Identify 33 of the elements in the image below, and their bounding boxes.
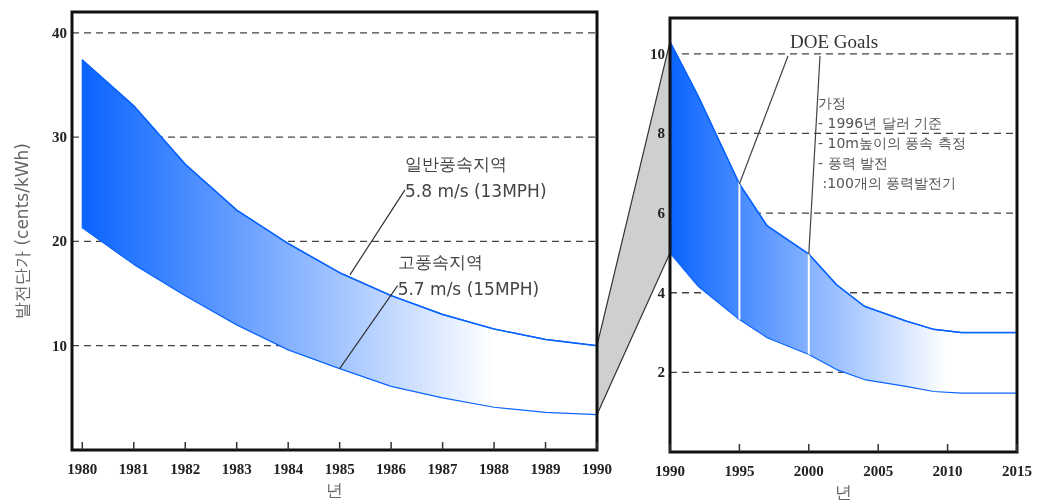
y-tick-label: 4 bbox=[657, 284, 666, 301]
x-axis-title: 년 bbox=[326, 480, 343, 500]
x-tick-label: 1983 bbox=[221, 461, 252, 477]
x-tick-label: 1987 bbox=[427, 461, 459, 477]
y-tick-label: 40 bbox=[52, 24, 67, 41]
y-tick-label: 6 bbox=[657, 205, 666, 222]
x-tick-label: 1982 bbox=[170, 461, 201, 477]
y-axis-title: 발전단가 (cents/kWh) bbox=[12, 143, 32, 319]
y-tick-label: 20 bbox=[52, 233, 67, 250]
x-tick-label: 1995 bbox=[724, 463, 755, 479]
x-tick-label: 1985 bbox=[324, 461, 355, 477]
x-tick-label: 1988 bbox=[479, 461, 510, 477]
annotation: 일반풍속지역 5.8 m/s (13MPH) bbox=[404, 153, 547, 201]
y-tick-label: 10 bbox=[52, 337, 67, 354]
x-tick-label: 1986 bbox=[376, 461, 407, 477]
y-tick-label: 10 bbox=[650, 45, 665, 62]
x-tick-label: 1984 bbox=[273, 461, 304, 477]
x-tick-label: 2000 bbox=[793, 463, 824, 479]
x-tick-label: 1980 bbox=[67, 461, 98, 477]
y-tick-label: 2 bbox=[657, 364, 665, 381]
ref-line-label: DOE Goals bbox=[790, 31, 879, 52]
y-tick-label: 30 bbox=[52, 129, 67, 146]
x-tick-label: 1990 bbox=[655, 463, 685, 479]
y-tick-label: 8 bbox=[657, 125, 665, 142]
annotation: 가정 - 1996년 달러 기준 - 10m높이의 풍속 측정 - 풍력 발전 :100개의 풍력발전기 bbox=[818, 95, 966, 191]
x-tick-label: 2010 bbox=[932, 463, 963, 479]
x-tick-label: 2015 bbox=[1002, 463, 1032, 479]
x-tick-label: 2005 bbox=[863, 463, 894, 479]
x-tick-label: 1981 bbox=[118, 461, 149, 477]
x-tick-label: 1990 bbox=[582, 461, 612, 477]
x-axis-title: 년 bbox=[835, 482, 852, 502]
annotation: 고풍속지역 5.7 m/s (15MPH) bbox=[397, 251, 540, 299]
x-tick-label: 1989 bbox=[530, 461, 561, 477]
